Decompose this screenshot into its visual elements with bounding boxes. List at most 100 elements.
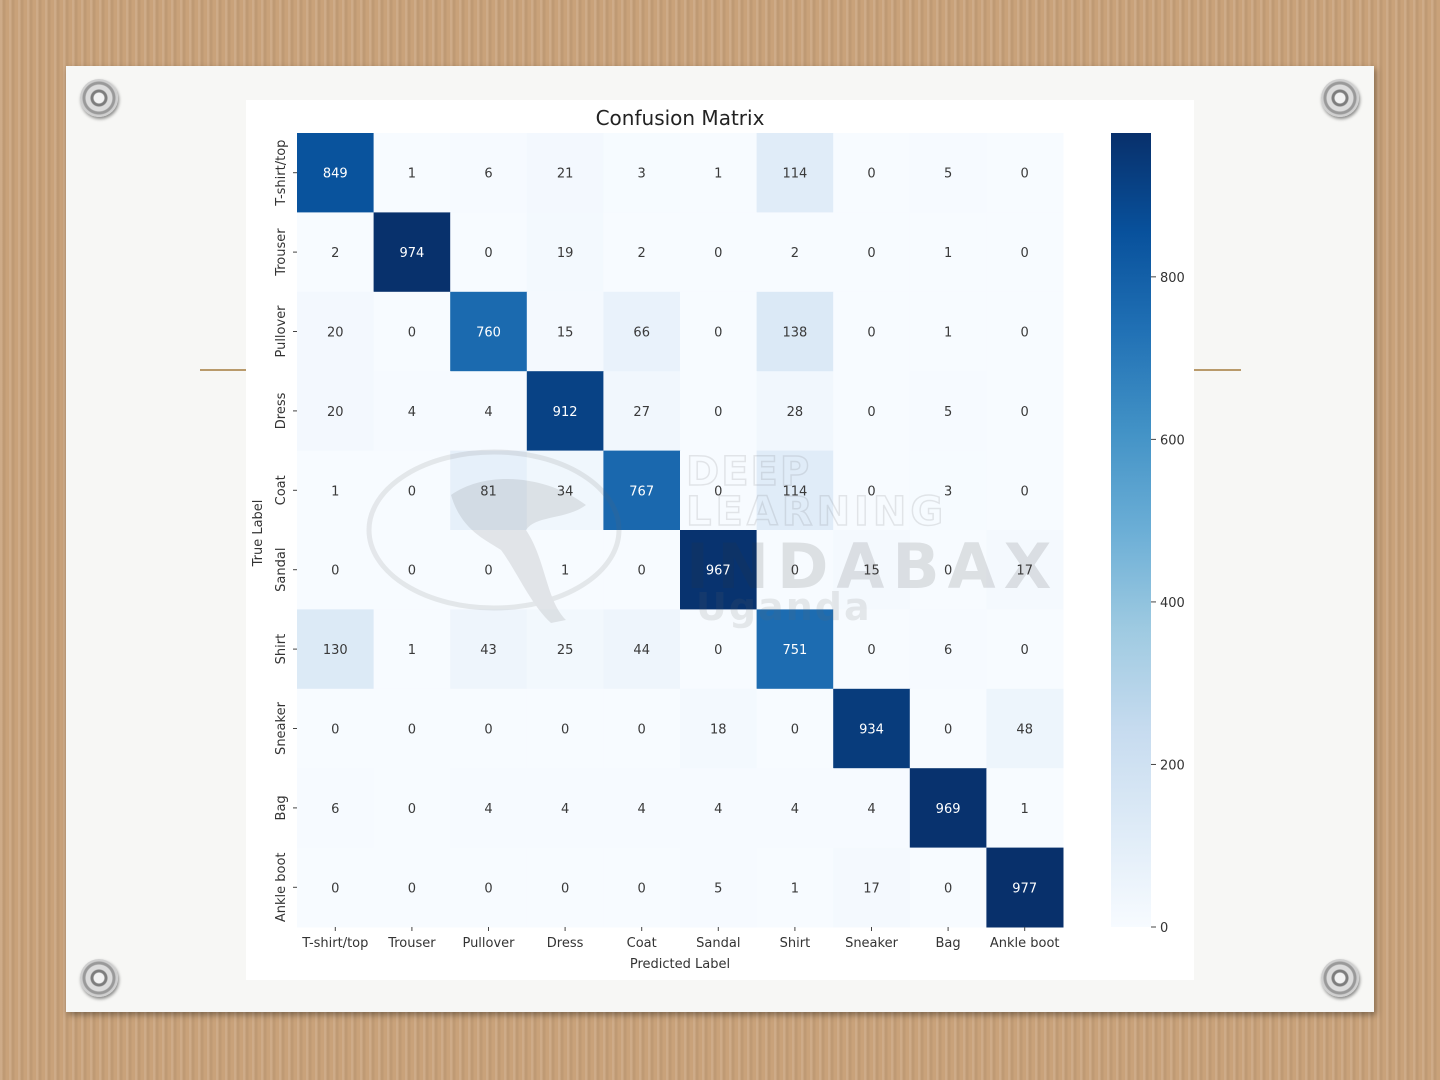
heatmap-cell	[526, 609, 604, 690]
cell-value-label: 20	[327, 405, 344, 420]
heatmap-cell	[526, 768, 604, 849]
cell-value-label: 0	[408, 723, 416, 738]
cell-value-label: 0	[331, 881, 339, 896]
colorbar	[1111, 133, 1151, 927]
cell-value-labels: 849 1 6 21 3 1 114 0 5 02 974 0 19 2 0 2 0 1 020 0 760 15 66 0 1…	[323, 167, 1037, 897]
cell-value-label: 0	[944, 881, 952, 896]
cell-value-label: 15	[557, 326, 574, 341]
heatmap-cell	[680, 212, 758, 293]
heatmap-cells	[297, 133, 1064, 928]
cell-value-label: 114	[782, 167, 807, 182]
heatmap-cell	[373, 847, 451, 928]
watermark-line-4: Uganda	[696, 585, 872, 629]
colorbar-tick-label: 800	[1160, 271, 1185, 286]
cell-value-label: 0	[1021, 405, 1029, 420]
heatmap-cell	[909, 450, 987, 531]
heatmap-cell	[680, 133, 758, 213]
y-axis-ticks: T-shirt/top Trouser Pullover Dress Coat Sanda…	[274, 140, 297, 922]
cell-value-label: 0	[408, 564, 416, 579]
chart-figure: Confusion Matrix DEEP LEARNING INDABAX U…	[246, 100, 1194, 980]
cell-value-label: 138	[782, 326, 807, 341]
cell-value-label: 48	[1016, 723, 1033, 738]
heatmap-cell	[526, 371, 604, 452]
heatmap-cell	[297, 450, 375, 531]
x-tick-label: Sandal	[696, 936, 740, 951]
heatmap-cell	[909, 291, 987, 372]
cell-value-label: 0	[331, 564, 339, 579]
heatmap-cell	[297, 530, 375, 610]
heatmap-cell	[833, 212, 911, 293]
cell-value-label: 1	[944, 246, 952, 261]
grommet-icon	[1321, 79, 1359, 117]
heatmap-cell	[680, 768, 758, 849]
cell-value-label: 5	[944, 405, 952, 420]
cell-value-label: 81	[480, 484, 497, 499]
cell-value-label: 0	[867, 484, 875, 499]
cell-value-label: 849	[323, 167, 348, 182]
cell-value-label: 4	[408, 405, 416, 420]
cell-value-label: 1	[1021, 802, 1029, 817]
heatmap-cell	[603, 371, 681, 452]
cell-value-label: 751	[782, 643, 807, 658]
cell-value-label: 0	[561, 723, 569, 738]
x-tick-label: T-shirt/top	[301, 936, 368, 951]
cell-value-label: 0	[331, 723, 339, 738]
y-tick-label: Sandal	[274, 548, 289, 592]
y-tick-label: Dress	[274, 392, 289, 429]
heatmap-cell	[450, 609, 528, 690]
cell-value-label: 1	[714, 167, 722, 182]
cell-value-label: 21	[557, 167, 574, 182]
heatmap-cell	[986, 530, 1064, 610]
heatmap-cell	[909, 371, 987, 452]
cell-value-label: 0	[867, 246, 875, 261]
heatmap-cell	[909, 847, 987, 928]
heatmap-cell	[603, 450, 681, 531]
cell-value-label: 1	[408, 643, 416, 658]
cell-value-label: 17	[863, 881, 880, 896]
heatmap-cell	[373, 450, 451, 531]
heatmap-cell	[373, 291, 451, 372]
colorbar-ticks: 0 200 400 600 800	[1151, 271, 1185, 936]
cell-value-label: 974	[399, 246, 424, 261]
heatmap-cell	[450, 212, 528, 293]
heatmap-cell	[756, 450, 834, 531]
heatmap-cell	[450, 768, 528, 849]
heatmap-cell	[756, 291, 834, 372]
cell-value-label: 0	[867, 167, 875, 182]
cell-value-label: 1	[791, 881, 799, 896]
cell-value-label: 17	[1016, 564, 1033, 579]
watermark-line-1: DEEP	[686, 449, 811, 495]
y-tick-label: Ankle boot	[274, 852, 289, 922]
heatmap-cell	[526, 133, 604, 213]
heatmap-cell	[526, 291, 604, 372]
cell-value-label: 3	[944, 484, 952, 499]
cell-value-label: 0	[1021, 246, 1029, 261]
heatmap-cell	[909, 530, 987, 610]
watermark-ring	[366, 449, 622, 611]
cell-value-label: 0	[638, 723, 646, 738]
heatmap-cell	[450, 688, 528, 769]
cell-value-label: 130	[323, 643, 348, 658]
cell-value-label: 4	[484, 405, 492, 420]
y-tick-label: Shirt	[274, 634, 289, 665]
heatmap-cell	[603, 212, 681, 293]
watermark-tree	[451, 478, 586, 623]
heatmap-cell	[833, 688, 911, 769]
cell-value-label: 4	[791, 802, 799, 817]
cell-value-label: 967	[706, 564, 731, 579]
cell-value-label: 0	[714, 484, 722, 499]
heatmap-cell	[603, 609, 681, 690]
cell-value-label: 34	[557, 484, 574, 499]
cell-value-label: 43	[480, 643, 497, 658]
heatmap-cell	[833, 847, 911, 928]
heatmap-cell	[986, 371, 1064, 452]
colorbar-tick-label: 200	[1160, 758, 1185, 773]
heatmap-cell	[450, 291, 528, 372]
x-tick-label: Bag	[936, 936, 961, 951]
watermark-line-3: INDABAX	[686, 530, 1059, 603]
cell-value-label: 114	[782, 484, 807, 499]
confusion-matrix-chart: Confusion Matrix DEEP LEARNING INDABAX U…	[251, 106, 1185, 972]
heatmap-cell	[680, 371, 758, 452]
x-tick-label: Trouser	[387, 936, 436, 951]
heatmap-cell	[756, 212, 834, 293]
